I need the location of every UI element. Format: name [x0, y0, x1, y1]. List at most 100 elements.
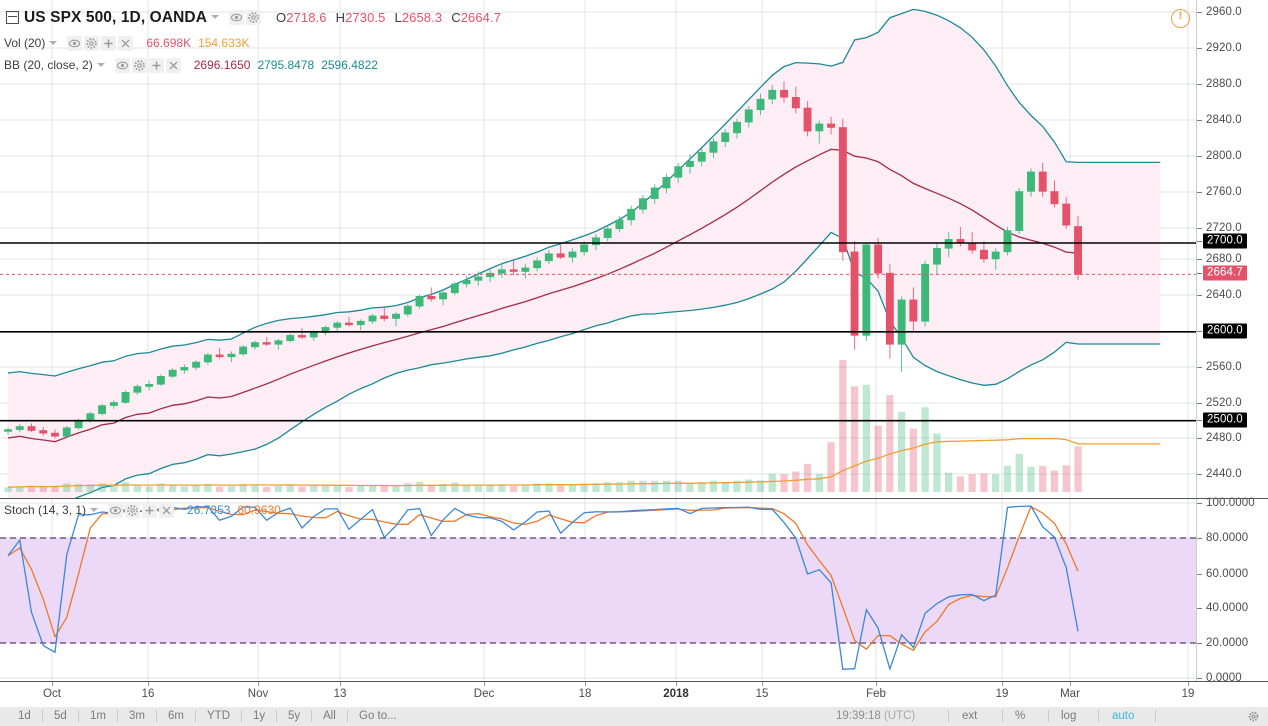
price-tick — [1197, 608, 1202, 609]
price-axis-label: 2920.0 — [1206, 42, 1242, 54]
price-axis-label: 80.0000 — [1206, 532, 1249, 544]
price-tick — [1197, 48, 1202, 49]
price-tick — [1197, 241, 1202, 242]
price-axis-label: 2840.0 — [1206, 114, 1242, 126]
chevron-down-icon[interactable] — [96, 62, 105, 67]
time-axis-label: 19 — [1181, 688, 1195, 700]
symbol-title[interactable]: US SPX 500, 1D, OANDA — [24, 9, 207, 27]
auto-scale-button[interactable]: auto — [1112, 710, 1135, 722]
price-tick — [1197, 367, 1202, 368]
price-axis-label: 2440.0 — [1206, 468, 1242, 480]
price-level-label: 2500.0 — [1203, 412, 1247, 428]
volume-indicator-name[interactable]: Vol (20) — [4, 36, 46, 50]
time-axis-label: Oct — [43, 688, 61, 700]
clock-time: 19:39:18 — [836, 710, 881, 722]
price-tick — [1197, 438, 1202, 439]
price-axis-label: 60.0000 — [1206, 568, 1249, 580]
chevron-down-icon[interactable] — [90, 507, 99, 512]
ext-button[interactable]: ext — [962, 710, 978, 722]
range-button-1m[interactable]: 1m — [90, 710, 106, 722]
price-tick — [1197, 192, 1202, 193]
plus-icon[interactable] — [148, 58, 164, 74]
range-button-5y[interactable]: 5y — [288, 710, 301, 722]
go-to-button[interactable]: Go to... — [359, 710, 397, 722]
range-button-all[interactable]: All — [323, 710, 336, 722]
pane-divider — [0, 498, 1196, 499]
range-button-5d[interactable]: 5d — [54, 710, 67, 722]
bottom-toolbar[interactable]: 1d 5d 1m 3m 6m YTD 1y 5y All Go to... 19:39:18 (UT… — [0, 707, 1268, 726]
eye-icon[interactable] — [108, 503, 124, 519]
ohlc-value: 2730.5 — [345, 10, 386, 26]
stochastic-indicator-name[interactable]: Stoch (14, 3, 1) — [4, 503, 87, 517]
time-axis-label: Nov — [247, 688, 269, 700]
price-chart-canvas — [0, 0, 1196, 498]
toolbar-separator — [117, 710, 118, 722]
toolbar-separator — [1155, 710, 1156, 722]
bollinger-indicator-name[interactable]: BB (20, close, 2) — [4, 58, 93, 72]
time-tick — [1188, 682, 1189, 686]
gear-icon[interactable] — [84, 36, 100, 52]
gear-icon[interactable] — [125, 503, 141, 519]
price-tick — [1197, 331, 1202, 332]
toolbar-separator — [948, 710, 949, 722]
time-tick — [52, 682, 53, 686]
ohlc-values: O2718.6 H2730.5 L2658.3 C2664.7 — [276, 10, 510, 25]
toolbar-separator — [347, 710, 348, 722]
ohlc-key: H — [335, 10, 346, 26]
collapse-icon[interactable] — [6, 10, 19, 24]
stochastic-pane[interactable] — [0, 499, 1196, 681]
price-axis-label: 2720.0 — [1206, 222, 1242, 234]
range-button-1d[interactable]: 1d — [18, 710, 31, 722]
price-axis-label: 2800.0 — [1206, 150, 1242, 162]
price-pane[interactable] — [0, 0, 1196, 498]
bollinger-icon-group — [114, 58, 183, 74]
percent-scale-button[interactable]: % — [1015, 710, 1026, 722]
toolbar-separator — [1098, 710, 1099, 722]
gear-icon[interactable] — [246, 10, 261, 26]
eye-icon[interactable] — [229, 10, 244, 26]
range-button-ytd[interactable]: YTD — [207, 710, 230, 722]
time-axis-label: Feb — [866, 688, 886, 700]
price-tick — [1197, 538, 1202, 539]
time-axis-label: 13 — [333, 688, 347, 700]
price-axis-label: 2520.0 — [1206, 397, 1242, 409]
stochastic-value-2: 60.9630 — [237, 503, 281, 517]
ohlc-key: O — [276, 10, 287, 26]
price-tick — [1197, 643, 1202, 644]
gear-icon[interactable] — [131, 58, 147, 74]
range-button-1y[interactable]: 1y — [253, 710, 266, 722]
time-tick — [148, 682, 149, 686]
eye-icon[interactable] — [114, 58, 130, 74]
time-scale[interactable]: Oct 16 Nov 13 Dec 18 2018 15 Feb 19 Mar 19 — [0, 681, 1268, 707]
log-scale-button[interactable]: log — [1061, 710, 1077, 722]
time-axis-label: Mar — [1060, 688, 1080, 700]
price-axis-label: 2880.0 — [1206, 78, 1242, 90]
ohlc-value: 2658.3 — [401, 10, 443, 26]
stochastic-value-1: 26.7353 — [187, 503, 231, 517]
price-scale[interactable]: 2960.0 2920.0 2880.0 2840.0 2800.0 2760.0 2720… — [1196, 0, 1268, 684]
close-icon[interactable] — [118, 36, 134, 52]
warning-circle-icon[interactable] — [1171, 9, 1190, 28]
bollinger-value-3: 2596.4822 — [321, 58, 378, 72]
bollinger-indicator-legend: BB (20, close, 2) 2696.1650 2795.8478 2596.… — [4, 58, 378, 74]
close-icon[interactable] — [159, 503, 175, 519]
time-axis-label: 18 — [578, 688, 592, 700]
clock-timezone: (UTC) — [883, 710, 916, 722]
price-tick — [1197, 120, 1202, 121]
toolbar-separator — [241, 710, 242, 722]
volume-value-1: 66.698K — [146, 36, 192, 50]
chevron-down-icon[interactable] — [49, 40, 58, 45]
close-icon[interactable] — [165, 58, 181, 74]
range-button-3m[interactable]: 3m — [129, 710, 145, 722]
gear-icon[interactable] — [1247, 710, 1260, 723]
price-tick — [1197, 156, 1202, 157]
price-tick — [1197, 12, 1202, 13]
plus-icon[interactable] — [142, 503, 158, 519]
price-tick — [1197, 420, 1202, 421]
chevron-down-icon[interactable] — [211, 15, 219, 19]
eye-icon[interactable] — [67, 36, 83, 52]
plus-icon[interactable] — [101, 36, 117, 52]
range-button-6m[interactable]: 6m — [168, 710, 184, 722]
volume-value-2: 154.633K — [198, 36, 250, 50]
